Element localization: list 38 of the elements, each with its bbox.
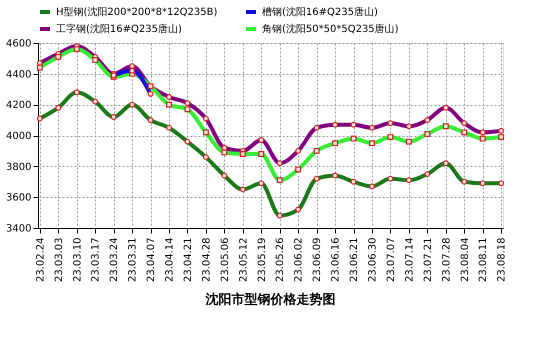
x-tick-label: 23.07.21 xyxy=(422,238,434,282)
x-tick-label: 23.06.02 xyxy=(294,238,305,282)
y-tick-label: 4200 xyxy=(6,100,32,112)
x-tick-label: 23.08.18 xyxy=(496,238,508,282)
x-tick-label: 23.03.24 xyxy=(109,238,120,282)
legend-label: H型钢(沈阳200*200*8*12Q235B) xyxy=(56,6,218,18)
x-tick-label: 23.05.06 xyxy=(220,238,231,282)
x-tick-label: 23.07.28 xyxy=(441,238,452,282)
legend-label: 槽钢(沈阳16#Q235唐山) xyxy=(262,6,378,18)
x-tick-label: 23.03.17 xyxy=(90,238,102,282)
x-tick-label: 23.04.28 xyxy=(201,238,212,282)
x-tick-label: 23.05.26 xyxy=(275,238,286,282)
x-tick-label: 23.07.07 xyxy=(386,238,397,282)
x-tick-label: 23.03.03 xyxy=(54,238,65,282)
x-tick-label: 23.08.11 xyxy=(478,238,490,282)
y-tick-label: 4600 xyxy=(6,38,32,50)
text: 沈阳市型钢价格走势图 xyxy=(204,292,336,308)
y-tick-label: 4000 xyxy=(6,131,32,142)
x-tick-label: 23.03.31 xyxy=(128,238,139,282)
x-tick-label: 23.05.19 xyxy=(256,238,268,282)
x-tick-label: 23.02.24 xyxy=(35,238,46,282)
x-tick-label: 23.04.21 xyxy=(182,238,194,282)
y-tick-label: 4400 xyxy=(6,69,32,80)
x-tick-label: 23.07.14 xyxy=(404,238,416,282)
x-tick-label: 23.06.21 xyxy=(349,238,360,282)
legend-label: 工字钢(沈阳16#Q235唐山) xyxy=(56,23,182,35)
y-tick-label: 3600 xyxy=(6,192,32,204)
legend-label: 角钢(沈阳50*50*5Q235唐山) xyxy=(262,23,399,35)
x-tick-label: 23.03.10 xyxy=(72,238,84,282)
x-tick-label: 23.06.16 xyxy=(330,238,342,282)
y-tick-label: 3400 xyxy=(6,224,32,234)
x-tick-label: 23.04.07 xyxy=(146,238,158,282)
x-tick-label: 23.06.09 xyxy=(312,238,324,282)
x-tick-label: 23.06.30 xyxy=(367,238,378,282)
x-tick-label: 23.04.14 xyxy=(164,238,176,282)
y-tick-label: 3800 xyxy=(6,162,32,173)
x-tick-label: 23.08.04 xyxy=(460,238,471,282)
x-tick-label: 23.05.12 xyxy=(238,238,250,282)
